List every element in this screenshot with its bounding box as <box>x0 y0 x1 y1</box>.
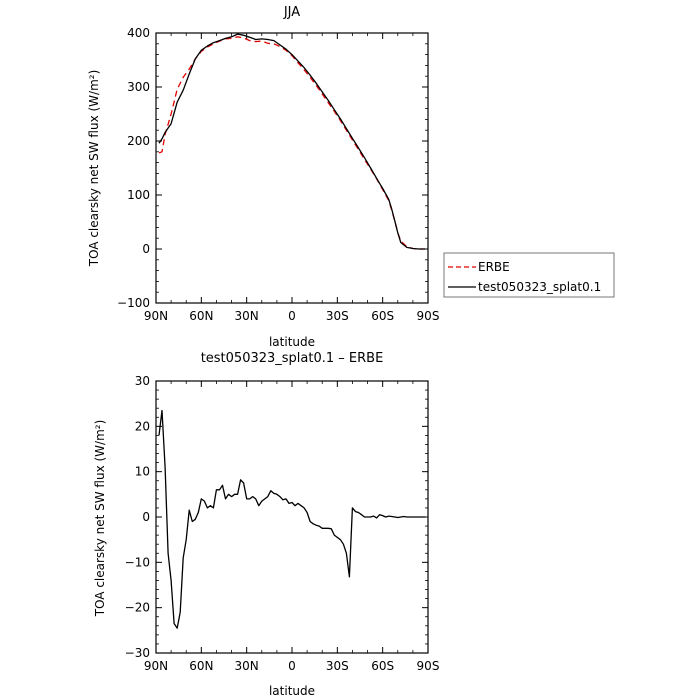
chart-title: JJA <box>283 5 300 20</box>
series-line-difference <box>158 409 425 629</box>
y-tick-label: 100 <box>127 188 150 202</box>
plot-frame <box>155 32 429 304</box>
tick-group: 90N 60N 30N 0 30S 60S 90S 400 300 200 100 0 −100 <box>117 26 439 323</box>
x-tick-label: 30S <box>326 659 349 673</box>
series-group <box>158 409 425 629</box>
x-tick-label: 60S <box>371 659 394 673</box>
legend-box <box>443 252 615 298</box>
y-tick-label: 10 <box>135 465 150 479</box>
x-axis-label: latitude <box>269 335 315 349</box>
x-tick-label: 60N <box>189 659 213 673</box>
x-tick-label: 90S <box>417 659 440 673</box>
x-tick-label: 60N <box>189 309 213 323</box>
bottom-panel: test050323_splat0.1 – ERBE 90N 60N 30N 0 30S… <box>93 351 439 698</box>
x-tick-label: 90N <box>144 659 168 673</box>
x-tick-label: 0 <box>288 309 296 323</box>
x-tick-label: 30N <box>235 659 259 673</box>
top-panel: JJA 90N 60N 30N 0 30S 60S 90S 400 300 200 100 0 −100… <box>87 5 615 349</box>
y-axis-label: TOA clearsky net SW flux (W/m²) <box>87 70 101 268</box>
y-tick-label: −30 <box>125 646 150 660</box>
y-tick-label: 20 <box>135 419 150 433</box>
chart-title: test050323_splat0.1 – ERBE <box>201 351 384 366</box>
y-tick-label: 30 <box>135 374 150 388</box>
y-tick-label: 300 <box>127 80 150 94</box>
y-tick-label: 200 <box>127 134 150 148</box>
x-axis-label: latitude <box>269 684 315 698</box>
y-tick-label: 0 <box>142 510 150 524</box>
x-tick-label: 90S <box>417 309 440 323</box>
series-line-test050323-splat0-1 <box>158 33 425 250</box>
y-tick-label: −10 <box>125 555 150 569</box>
x-tick-label: 0 <box>288 659 296 673</box>
x-tick-label: 60S <box>371 309 394 323</box>
y-tick-label: −100 <box>117 296 150 310</box>
x-tick-label: 30S <box>326 309 349 323</box>
legend-label-model: test050323_splat0.1 <box>478 280 601 294</box>
x-tick-label: 30N <box>235 309 259 323</box>
y-axis-label: TOA clearsky net SW flux (W/m²) <box>93 420 107 618</box>
series-line-erbe <box>158 36 425 250</box>
y-tick-label: −20 <box>125 601 150 615</box>
series-group <box>158 33 425 250</box>
tick-group: 90N 60N 30N 0 30S 60S 90S 30 20 10 0 −10 −20 −30 <box>125 374 440 673</box>
legend: ERBE test050323_splat0.1 <box>443 252 615 298</box>
y-tick-label: 0 <box>142 242 150 256</box>
legend-label-erbe: ERBE <box>478 260 510 274</box>
x-tick-label: 90N <box>144 309 168 323</box>
y-tick-label: 400 <box>127 26 150 40</box>
